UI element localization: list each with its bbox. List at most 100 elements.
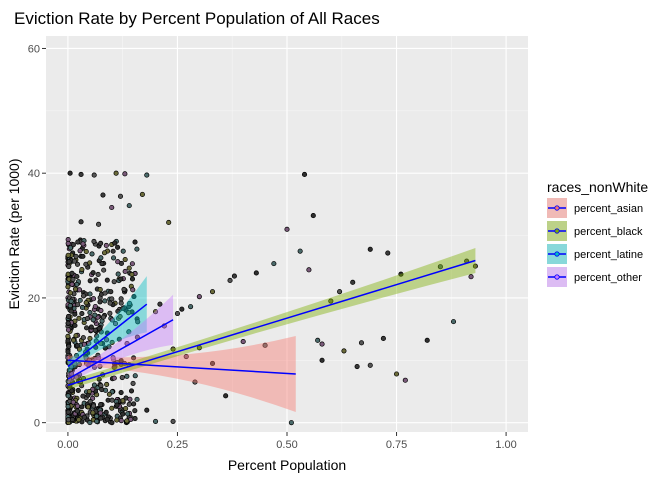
data-point — [231, 273, 237, 279]
data-point — [91, 403, 97, 409]
data-point — [87, 335, 93, 341]
data-point — [170, 346, 176, 352]
data-point — [98, 255, 104, 261]
y-tick-label: 40 — [28, 168, 40, 180]
data-point — [94, 413, 100, 419]
fit-lines — [67, 259, 476, 386]
data-point — [98, 307, 104, 314]
data-point — [101, 250, 108, 256]
legend-label-percent-asian: percent_asian — [574, 203, 643, 215]
legend-label-percent-other: percent_other — [574, 272, 642, 284]
data-point — [223, 393, 229, 399]
data-point — [108, 289, 114, 295]
data-point — [80, 335, 86, 341]
data-point — [132, 416, 138, 422]
data-point — [102, 290, 108, 296]
data-point — [66, 259, 72, 265]
fit-line-percent-black — [67, 259, 476, 386]
data-point — [109, 397, 115, 403]
data-point — [66, 343, 72, 349]
data-point — [144, 407, 150, 413]
x-tick-label: 1.00 — [495, 439, 516, 451]
data-point — [100, 314, 107, 320]
data-point — [131, 293, 137, 300]
data-point — [75, 387, 81, 393]
data-point — [144, 172, 150, 178]
data-point — [69, 388, 75, 394]
data-point — [328, 298, 334, 304]
data-point — [126, 310, 132, 316]
data-point — [86, 340, 92, 346]
data-point — [124, 373, 130, 379]
data-point — [103, 242, 109, 249]
data-point — [83, 249, 89, 255]
data-point — [73, 352, 80, 359]
data-point — [103, 409, 109, 415]
data-point — [104, 381, 110, 387]
data-point — [209, 360, 216, 366]
data-point — [166, 219, 172, 226]
data-point — [68, 298, 74, 304]
data-point — [92, 303, 98, 310]
data-point — [106, 391, 112, 397]
legend: races_nonWhite percent_asian percent_blac… — [547, 179, 648, 287]
data-point — [91, 382, 97, 388]
data-point — [77, 297, 83, 303]
data-point — [74, 261, 81, 267]
data-point — [127, 396, 133, 402]
data-point — [118, 418, 124, 424]
data-point — [472, 263, 478, 269]
data-point — [129, 276, 136, 282]
data-point — [65, 240, 71, 246]
data-point — [87, 420, 93, 426]
x-tick-label: 0.00 — [57, 439, 78, 451]
data-point — [86, 388, 92, 395]
data-point — [196, 294, 202, 300]
data-point — [90, 296, 97, 302]
data-point — [118, 357, 124, 364]
data-point — [109, 420, 115, 426]
data-point — [70, 337, 77, 343]
data-point — [97, 410, 104, 416]
data-point — [123, 405, 129, 412]
data-point — [94, 418, 100, 424]
data-point — [67, 290, 74, 296]
data-point — [100, 192, 106, 198]
data-point — [90, 410, 96, 416]
data-point — [118, 296, 124, 302]
legend-key-point — [554, 228, 560, 234]
data-point — [152, 309, 159, 315]
data-point — [125, 411, 131, 417]
data-point — [170, 418, 176, 424]
data-point — [65, 333, 71, 339]
data-point — [65, 313, 72, 319]
data-point — [107, 310, 113, 316]
data-point — [75, 302, 81, 308]
data-point — [319, 357, 325, 363]
data-point — [120, 305, 126, 311]
legend-title: races_nonWhite — [547, 179, 648, 195]
data-point — [129, 271, 135, 278]
data-point — [188, 304, 194, 310]
data-point — [126, 300, 133, 306]
data-point — [367, 362, 373, 368]
y-axis-title: Eviction Rate (per 1000) — [6, 159, 22, 310]
data-point — [367, 246, 373, 252]
data-point — [95, 271, 101, 277]
legend-key-point — [554, 205, 560, 211]
data-point — [109, 317, 115, 323]
data-point — [90, 317, 96, 323]
data-point — [424, 337, 430, 343]
fit-line-percent-latine — [67, 303, 148, 368]
data-point — [94, 333, 100, 339]
data-point — [70, 242, 76, 248]
x-tick-label: 0.25 — [167, 439, 188, 451]
data-point — [97, 299, 103, 305]
data-point — [134, 396, 140, 402]
data-point — [115, 271, 121, 277]
data-point — [111, 364, 117, 370]
data-point — [87, 310, 93, 316]
data-point — [85, 404, 91, 410]
data-point — [122, 268, 128, 275]
data-point — [110, 248, 116, 254]
